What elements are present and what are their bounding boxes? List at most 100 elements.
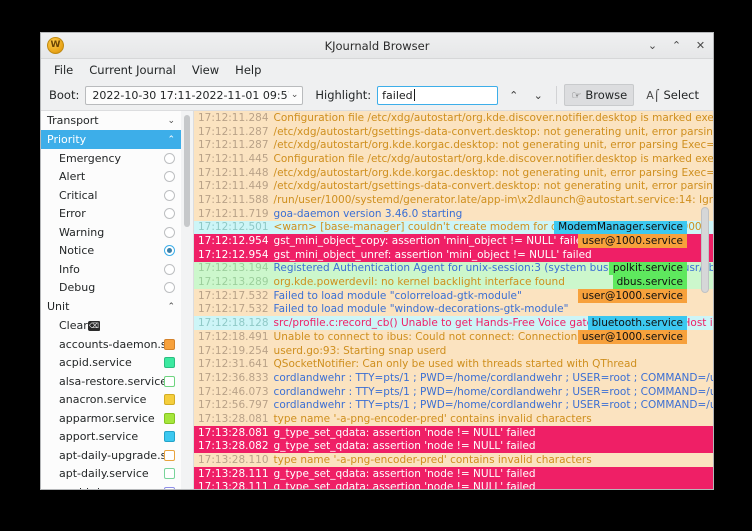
log-line[interactable]: 17:12:11.287/etc/xdg/autostart/gsettings…: [194, 124, 713, 139]
log-line[interactable]: 17:12:46.073 cordlandwehr : TTY=pts/1 ; P…: [194, 384, 713, 399]
log-line[interactable]: 17:12:13.289 org.kde.powerdevil: no kerne…: [194, 275, 713, 289]
menu-item-view[interactable]: View: [191, 62, 220, 77]
sidebar-scrollbar-thumb[interactable]: [184, 115, 190, 227]
priority-label: Debug: [59, 281, 96, 295]
select-button[interactable]: A⌠ Select: [640, 85, 705, 105]
log-unit-badge[interactable]: dbus.service: [612, 275, 687, 289]
log-scrollbar-thumb[interactable]: [701, 207, 709, 293]
unit-color-swatch[interactable]: [164, 338, 175, 350]
log-timestamp: 17:12:36.833: [198, 371, 269, 384]
log-line[interactable]: 17:13:28.110 type name '-a-png-encoder-pr…: [194, 453, 713, 467]
chevron-up-icon: ⌃: [167, 301, 175, 312]
highlight-input-value: failed: [382, 88, 413, 102]
unit-color-swatch[interactable]: [164, 394, 175, 406]
priority-radio[interactable]: [164, 208, 175, 220]
maximize-button[interactable]: ⌃: [671, 39, 682, 52]
log-line[interactable]: 17:12:11.448/etc/xdg/autostart/org.kde.k…: [194, 165, 713, 180]
unit-color-swatch[interactable]: [164, 412, 175, 424]
sidebar-section-unit[interactable]: Unit ⌃: [41, 297, 181, 316]
log-view[interactable]: 17:12:11.284 Configuration file /etc/xdg/…: [194, 111, 713, 489]
unit-item-apparmor[interactable]: apparmor.service: [41, 409, 181, 428]
sidebar-scrollbar[interactable]: [181, 111, 193, 489]
log-unit-badge[interactable]: polkit.service: [608, 261, 687, 276]
clear-backspace-icon[interactable]: ⌫: [87, 320, 100, 331]
log-line[interactable]: 17:12:11.719 goa-daemon version 3.46.0 st…: [194, 206, 713, 221]
log-line[interactable]: 17:12:56.797 cordlandwehr : TTY=pts/1 ; P…: [194, 398, 713, 413]
unit-item-apt-daily[interactable]: apt-daily.service: [41, 465, 181, 484]
log-line[interactable]: 17:12:12.954 gst_mini_object_unref: asser…: [194, 247, 713, 262]
priority-item-notice[interactable]: Notice: [41, 242, 181, 261]
log-line[interactable]: 17:13:28.111 g_type_set_qdata: assertion …: [194, 466, 713, 481]
unit-color-swatch[interactable]: [164, 375, 175, 387]
log-line[interactable]: 17:12:12.501 <warn> [base-manager] couldn…: [194, 220, 713, 235]
unit-item-alsa-restore[interactable]: alsa-restore.service: [41, 372, 181, 391]
minimize-button[interactable]: ⌄: [647, 39, 658, 52]
log-unit-badge[interactable]: user@1000.service: [577, 234, 687, 248]
log-unit-badge[interactable]: ModemManager.service: [554, 220, 687, 235]
log-message: g_type_set_qdata: assertion 'node != NUL…: [273, 440, 536, 453]
log-line[interactable]: 17:12:13.194 Registered Authentication Ag…: [194, 261, 713, 276]
unit-color-swatch[interactable]: [164, 486, 175, 489]
priority-item-critical[interactable]: Critical: [41, 186, 181, 205]
log-line[interactable]: 17:12:17.532 Failed to load module "windo…: [194, 302, 713, 317]
log-line[interactable]: 17:12:17.532 Failed to load module "color…: [194, 288, 713, 303]
log-line[interactable]: 17:12:12.954 gst_mini_object_copy: assert…: [194, 234, 713, 248]
boot-label: Boot:: [49, 88, 80, 102]
unit-color-swatch[interactable]: [164, 468, 175, 480]
sidebar-section-transport[interactable]: Transport ⌄: [41, 111, 181, 130]
log-line[interactable]: 17:13:28.081 type name '-a-png-encoder-pr…: [194, 412, 713, 426]
log-line[interactable]: 17:12:19.254 userd.go:93: Starting snap u…: [194, 343, 713, 358]
priority-radio[interactable]: [164, 282, 175, 294]
unit-item-apt-daily-upgrade[interactable]: apt-daily-upgrade.service: [41, 446, 181, 465]
log-line[interactable]: 17:12:18.128 src/profile.c:record_cb() Un…: [194, 316, 713, 330]
log-timestamp: 17:12:12.954: [198, 235, 269, 248]
log-unit-badge[interactable]: user@1000.service: [577, 288, 687, 303]
priority-radio[interactable]: [164, 226, 175, 238]
log-line[interactable]: 17:12:11.287/etc/xdg/autostart/org.kde.k…: [194, 138, 713, 153]
log-line[interactable]: 17:13:28.081 g_type_set_qdata: assertion …: [194, 425, 713, 440]
priority-item-emergency[interactable]: Emergency: [41, 149, 181, 168]
unit-item-anacron[interactable]: anacron.service: [41, 391, 181, 410]
browse-button[interactable]: ☞ Browse: [564, 84, 635, 106]
log-line[interactable]: 17:12:36.833 cordlandwehr : TTY=pts/1 ; P…: [194, 371, 713, 385]
log-line[interactable]: 17:12:18.491 Unable to connect to ibus: C…: [194, 330, 713, 344]
unit-item-accounts-daemon[interactable]: accounts-daemon.service: [41, 335, 181, 354]
boot-select[interactable]: 2022-10-30 17:11-2022-11-01 09:51 [de0a4…: [85, 85, 304, 105]
log-line[interactable]: 17:12:31.641 QSocketNotifier: Can only be…: [194, 357, 713, 372]
unit-item-avahi-daemon[interactable]: avahi-daemon.service: [41, 483, 181, 489]
menu-item-file[interactable]: File: [54, 62, 74, 77]
unit-item-acpid[interactable]: acpid.service: [41, 354, 181, 373]
highlight-input[interactable]: failed: [377, 85, 499, 105]
highlight-next-button[interactable]: ⌄: [533, 88, 543, 102]
log-unit-badge[interactable]: user@1000.service: [577, 330, 687, 344]
log-line[interactable]: 17:12:11.449/etc/xdg/autostart/gsettings…: [194, 179, 713, 194]
priority-radio-selected[interactable]: [164, 245, 175, 257]
unit-item-apport[interactable]: apport.service: [41, 428, 181, 447]
log-line[interactable]: 17:12:11.284 Configuration file /etc/xdg/…: [194, 111, 713, 125]
log-line[interactable]: 17:12:11.588/run/user/1000/systemd/gener…: [194, 193, 713, 207]
priority-item-warning[interactable]: Warning: [41, 223, 181, 242]
clear-units-row[interactable]: Clear ⌫: [41, 316, 181, 335]
highlight-prev-button[interactable]: ⌃: [509, 88, 519, 102]
priority-item-alert[interactable]: Alert: [41, 168, 181, 187]
priority-item-error[interactable]: Error: [41, 205, 181, 224]
priority-radio[interactable]: [164, 189, 175, 201]
priority-radio[interactable]: [164, 171, 175, 183]
priority-item-info[interactable]: Info: [41, 260, 181, 279]
log-unit-badge[interactable]: bluetooth.service: [587, 316, 687, 330]
highlight-label: Highlight:: [315, 88, 372, 102]
priority-item-debug[interactable]: Debug: [41, 279, 181, 298]
priority-radio[interactable]: [164, 263, 175, 275]
unit-color-swatch[interactable]: [164, 431, 175, 443]
log-line[interactable]: 17:13:28.111 g_type_set_qdata: assertion …: [194, 480, 713, 489]
unit-color-swatch[interactable]: [164, 357, 175, 369]
log-line[interactable]: 17:12:11.445 Configuration file /etc/xdg/…: [194, 152, 713, 166]
priority-label: Error: [59, 207, 86, 221]
sidebar-section-priority[interactable]: Priority ⌃: [41, 130, 181, 149]
unit-color-swatch[interactable]: [164, 449, 175, 461]
menu-item-help[interactable]: Help: [235, 62, 262, 77]
menu-item-current-journal[interactable]: Current Journal: [89, 62, 176, 77]
priority-radio[interactable]: [164, 152, 175, 164]
close-button[interactable]: ✕: [695, 39, 706, 52]
log-line[interactable]: 17:13:28.082 g_type_set_qdata: assertion …: [194, 439, 713, 454]
